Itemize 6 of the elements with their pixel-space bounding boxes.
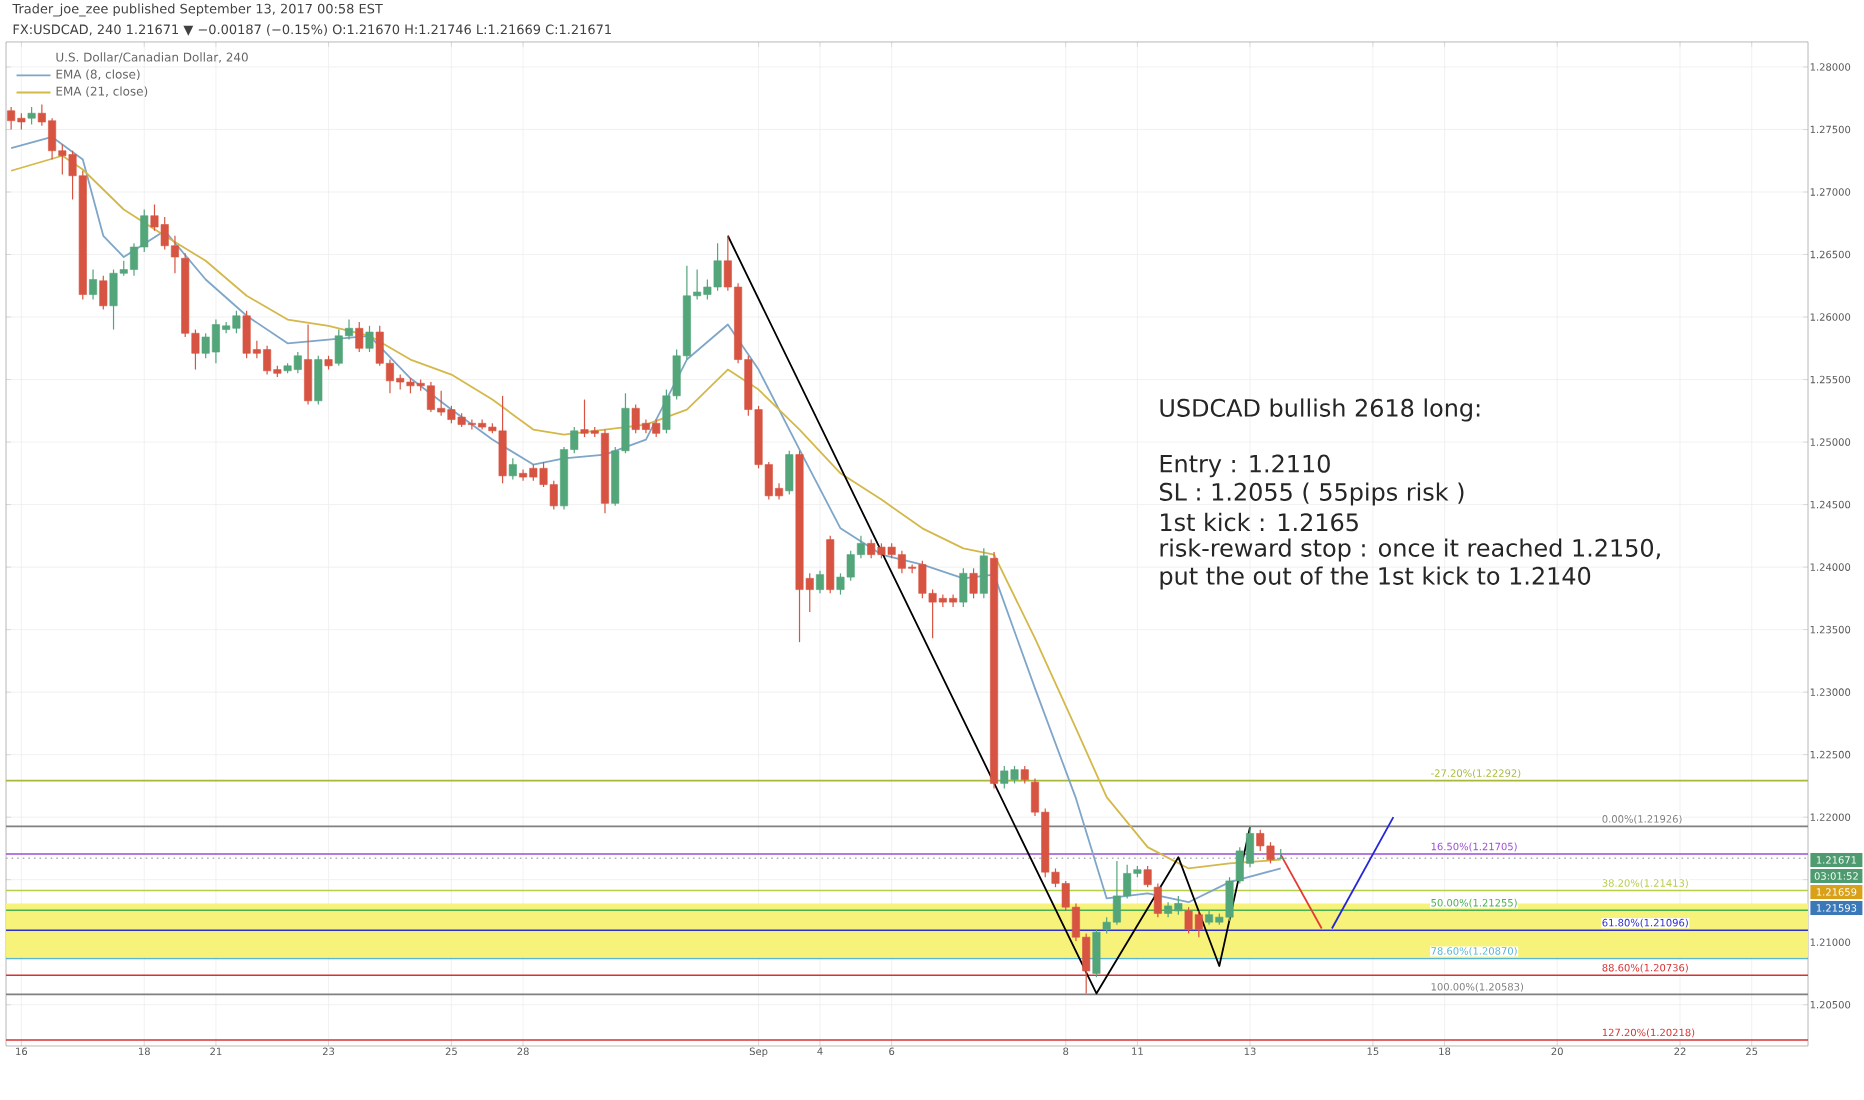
- annotation: Entry : 1.2110: [1160, 454, 1330, 478]
- annotation: 1st kick : 1.2165: [1161, 512, 1358, 532]
- annotation: risk-reward stop : once it reached 1.2150,: [1160, 538, 1660, 562]
- annotation: SL : 1.2055 ( 55pips risk ): [1159, 482, 1464, 506]
- annotation: USDCAD bullish 2618 long:: [1160, 398, 1480, 422]
- annotation: put the out of the 1st kick to 1.2140: [1160, 566, 1591, 590]
